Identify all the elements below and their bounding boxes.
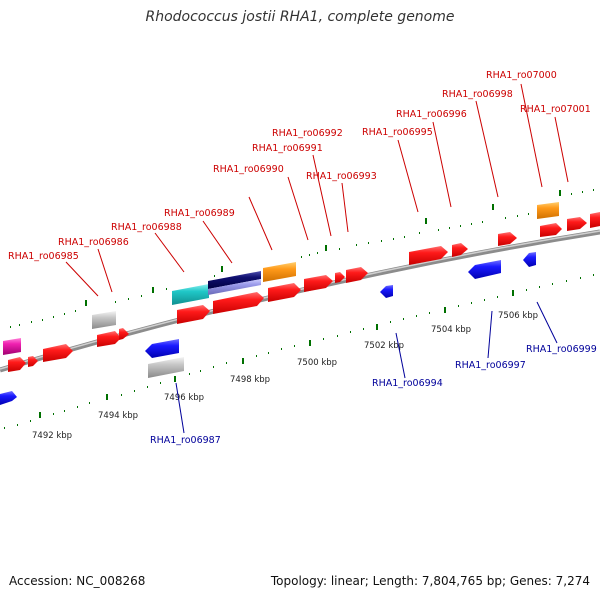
gene-feature-cyan[interactable] [172, 284, 209, 305]
gene-arrow-forward[interactable] [213, 292, 264, 314]
forward-callout-lines [65, 83, 569, 297]
gene-feature-gray[interactable] [148, 357, 184, 378]
gene-arrow-reverse[interactable] [523, 252, 536, 267]
forward-gene-features [3, 202, 600, 372]
gene-label[interactable]: RHA1_ro06999 [526, 344, 597, 355]
gene-arrow-forward[interactable] [28, 356, 38, 367]
reverse-gene-features [0, 252, 536, 405]
gene-label[interactable]: RHA1_ro06995 [362, 127, 433, 138]
kbp-label-7494: 7494 kbp [98, 411, 138, 421]
gene-arrow-forward[interactable] [346, 267, 368, 283]
gene-arrow-forward[interactable] [335, 272, 345, 283]
gene-label[interactable]: RHA1_ro06998 [442, 89, 513, 100]
gene-label[interactable]: RHA1_ro06989 [164, 208, 235, 219]
gene-arrow-forward[interactable] [540, 223, 562, 237]
gene-label[interactable]: RHA1_ro06996 [396, 109, 467, 120]
genome-backbone-highlight [0, 230, 600, 370]
gene-arrow-forward[interactable] [498, 232, 517, 246]
gene-label[interactable]: RHA1_ro06991 [252, 143, 323, 154]
kbp-label-7496: 7496 kbp [164, 393, 204, 403]
gene-label[interactable]: RHA1_ro06985 [8, 251, 79, 262]
genome-title: Rhodococcus jostii RHA1, complete genome [145, 9, 455, 25]
gene-feature-gray[interactable] [92, 311, 116, 329]
gene-arrow-forward[interactable] [567, 217, 587, 231]
genome-summary-text: Topology: linear; Length: 7,804,765 bp; … [270, 574, 590, 588]
kbp-label-7500: 7500 kbp [297, 358, 337, 368]
gene-arrow-forward[interactable] [268, 283, 301, 302]
gene-arrow-reverse[interactable] [145, 339, 179, 358]
gene-arrow-forward[interactable] [452, 243, 468, 257]
kbp-label-7498: 7498 kbp [230, 375, 270, 385]
gene-label[interactable]: RHA1_ro06988 [111, 222, 182, 233]
gene-label[interactable]: RHA1_ro06997 [455, 360, 526, 371]
gene-label[interactable]: RHA1_ro06994 [372, 378, 443, 389]
gene-label[interactable]: RHA1_ro06990 [213, 164, 284, 175]
genome-backbone [0, 229, 600, 373]
gene-feature-lavender[interactable] [208, 279, 261, 295]
gene-arrow-forward[interactable] [409, 246, 448, 265]
gene-label[interactable]: RHA1_ro06986 [58, 237, 129, 248]
accession-text: Accession: NC_008268 [9, 574, 146, 588]
kbp-label-7506: 7506 kbp [498, 311, 538, 321]
gene-label[interactable]: RHA1_ro07001 [520, 104, 591, 115]
gene-arrow-forward[interactable] [590, 212, 600, 228]
gene-arrow-forward[interactable] [97, 331, 121, 347]
gene-label[interactable]: RHA1_ro07000 [486, 70, 557, 81]
gene-arrow-forward[interactable] [177, 305, 210, 324]
gene-arrow-forward[interactable] [43, 344, 73, 362]
reverse-callout-lines [175, 301, 558, 434]
gene-feature-magenta[interactable] [3, 338, 21, 355]
reverse-scale-ticks [4, 274, 594, 429]
kbp-label-7504: 7504 kbp [431, 325, 471, 335]
forward-scale-ticks [10, 189, 594, 328]
gene-arrow-forward[interactable] [8, 357, 26, 372]
gene-label[interactable]: RHA1_ro06993 [306, 171, 377, 182]
gene-arrow-reverse[interactable] [0, 391, 17, 405]
gene-arrow-forward[interactable] [119, 328, 129, 340]
kbp-label-7492: 7492 kbp [32, 431, 72, 441]
gene-label[interactable]: RHA1_ro06992 [272, 128, 343, 139]
gene-feature-orange[interactable] [263, 262, 296, 282]
gene-feature-orange[interactable] [537, 202, 559, 219]
gene-arrow-forward[interactable] [304, 275, 333, 292]
gene-arrow-reverse[interactable] [468, 260, 501, 279]
kbp-label-7502: 7502 kbp [364, 341, 404, 351]
gene-arrow-reverse[interactable] [380, 285, 393, 298]
gene-label[interactable]: RHA1_ro06987 [150, 435, 221, 446]
gene-feature-navy[interactable] [208, 271, 261, 289]
